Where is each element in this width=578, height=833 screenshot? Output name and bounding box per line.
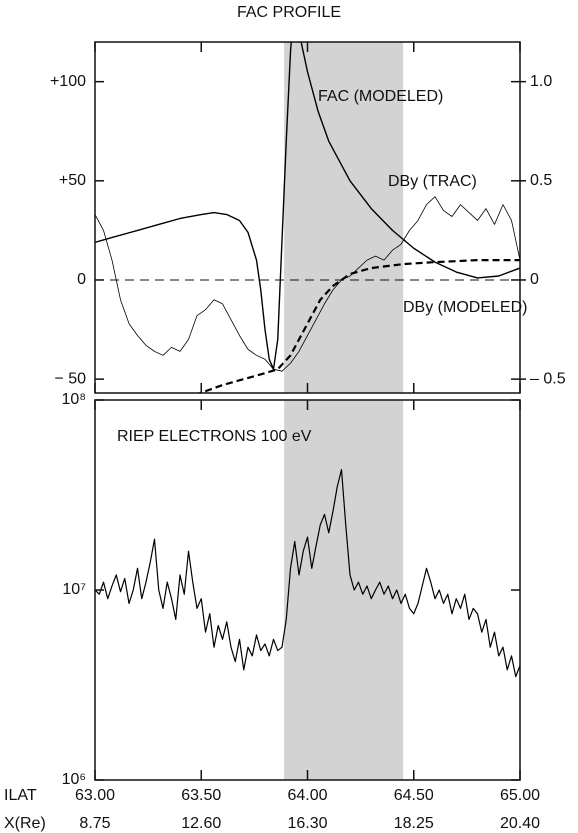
series-line — [95, 196, 520, 372]
shaded-interval — [284, 42, 404, 393]
x2-tick-label: 20.40 — [500, 815, 540, 832]
series-label: RIEP ELECTRONS 100 eV — [117, 428, 312, 445]
y-tick-label: 0 — [77, 271, 86, 288]
x2-tick-label: 8.75 — [79, 815, 110, 832]
x-tick-label: 63.00 — [75, 787, 115, 804]
x-tick-label: 65.00 — [500, 787, 540, 804]
y-tick-label: 10⁷ — [62, 581, 86, 598]
shaded-interval — [284, 400, 404, 780]
plot-area — [95, 469, 520, 678]
x-axis-label: ILAT — [4, 787, 37, 804]
series-line — [197, 259, 520, 393]
y-tick-label: 10⁶ — [62, 771, 86, 788]
x2-tick-label: 12.60 — [181, 815, 221, 832]
x2-axis-label: X(Re) — [4, 815, 46, 832]
x-tick-label: 64.00 — [287, 787, 327, 804]
series-label: FAC (MODELED) — [318, 88, 443, 105]
x2-tick-label: 16.30 — [287, 815, 327, 832]
plot-frame — [94, 41, 521, 394]
series-label: DBy (TRAC) — [388, 173, 477, 190]
chart-title: FAC PROFILE — [237, 4, 341, 21]
y-tick-label: +50 — [59, 172, 86, 189]
series-line — [95, 469, 520, 678]
series-line — [95, 42, 520, 370]
x-tick-label: 64.50 — [394, 787, 434, 804]
y2-tick-label: 0 — [530, 271, 539, 288]
series-label: DBy (MODELED) — [403, 299, 527, 316]
y2-tick-label: – 0.5 — [530, 370, 566, 387]
x2-tick-label: 18.25 — [394, 815, 434, 832]
y2-tick-label: 1.0 — [530, 73, 552, 90]
y-tick-label: +100 — [50, 73, 86, 90]
x-tick-label: 63.50 — [181, 787, 221, 804]
y2-tick-label: 0.5 — [530, 172, 552, 189]
y-tick-label: − 50 — [54, 370, 86, 387]
plot-frame — [94, 399, 521, 781]
plot-area — [95, 42, 520, 393]
y-tick-label: 10⁸ — [61, 391, 86, 408]
